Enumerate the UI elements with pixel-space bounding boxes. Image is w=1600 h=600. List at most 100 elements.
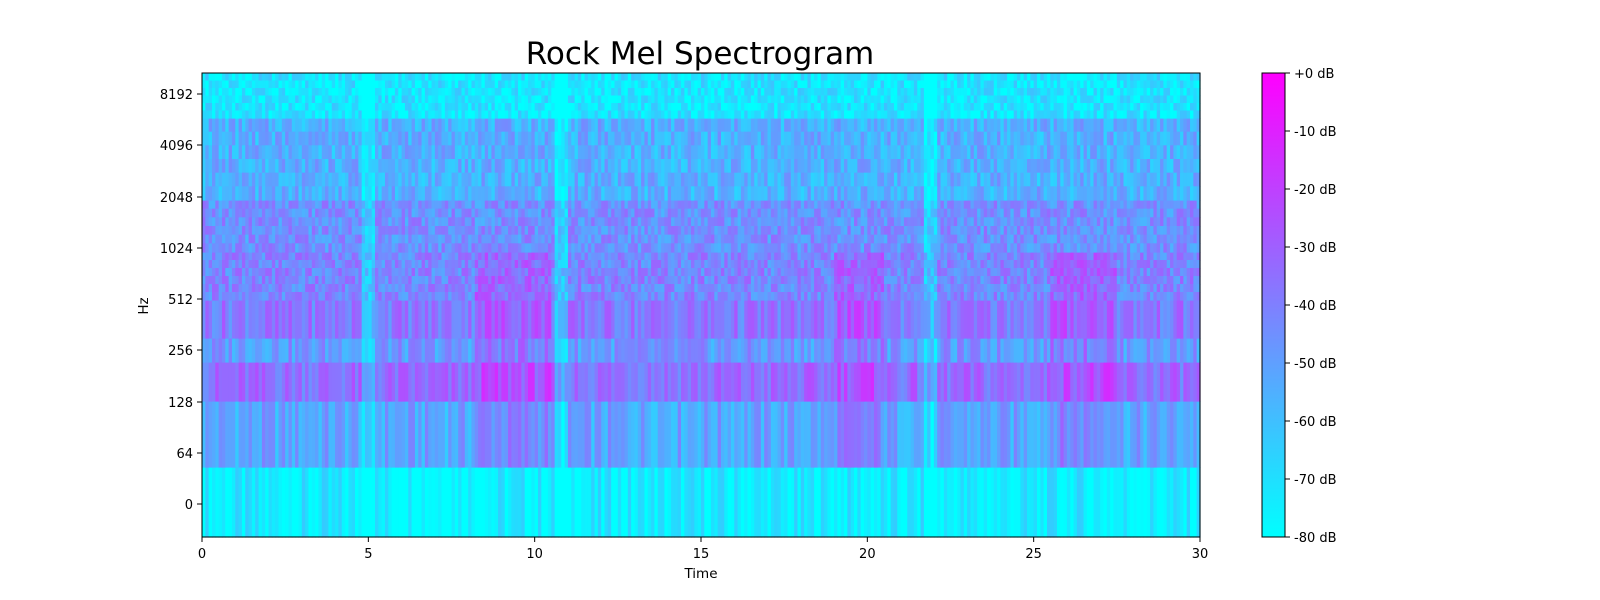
spectrogram-cell (963, 284, 968, 293)
spectrogram-cell (554, 338, 559, 363)
spectrogram-cell (797, 243, 802, 253)
spectrogram-cell (631, 260, 636, 269)
spectrogram-cell (381, 208, 386, 218)
spectrogram-cell (1113, 268, 1118, 277)
spectrogram-cell (404, 292, 409, 301)
spectrogram-cell (494, 217, 499, 227)
spectrogram-cell (1000, 300, 1005, 339)
spectrogram-cell (265, 338, 270, 363)
spectrogram-cell (1140, 234, 1145, 244)
spectrogram-cell (864, 292, 868, 301)
spectrogram-cell (707, 467, 712, 538)
spectrogram-cell (1027, 268, 1031, 277)
spectrogram-cell (757, 234, 762, 244)
spectrogram-cell (714, 243, 719, 253)
spectrogram-cell (215, 234, 220, 244)
spectrogram-cell (544, 467, 549, 538)
spectrogram-cell (867, 208, 872, 218)
spectrogram-cell (847, 268, 852, 277)
spectrogram-cell (1130, 208, 1135, 218)
spectrogram-cell (241, 292, 246, 301)
spectrogram-cell (567, 268, 572, 277)
spectrogram-cell (1076, 401, 1081, 468)
spectrogram-cell (681, 300, 685, 339)
spectrogram-cell (900, 268, 905, 277)
spectrogram-cell (1180, 268, 1184, 277)
spectrogram-cell (331, 467, 336, 538)
spectrogram-cell (265, 217, 270, 227)
spectrogram-cell (587, 226, 592, 236)
spectrogram-cell (202, 300, 206, 339)
spectrogram-cell (271, 217, 276, 227)
spectrogram-cell (1166, 467, 1171, 538)
spectrogram-cell (607, 208, 612, 218)
spectrogram-cell (973, 260, 978, 269)
spectrogram-cell (1153, 268, 1158, 277)
spectrogram-cell (957, 200, 962, 210)
spectrogram-cell (697, 243, 702, 253)
spectrogram-cell (694, 284, 699, 293)
spectrogram-cell (1150, 208, 1155, 218)
spectrogram-cell (840, 467, 845, 538)
spectrogram-cell (231, 300, 236, 339)
spectrogram-cell (488, 217, 493, 227)
spectrogram-cell (1050, 260, 1055, 269)
spectrogram-cell (541, 260, 546, 269)
spectrogram-cell (667, 467, 672, 538)
spectrogram-cell (1060, 467, 1065, 538)
spectrogram-cell (647, 243, 652, 253)
spectrogram-cell (734, 252, 739, 261)
spectrogram-cell (860, 208, 865, 218)
spectrogram-cell (774, 217, 779, 227)
spectrogram-cell (1033, 200, 1038, 210)
spectrogram-cell (381, 467, 386, 538)
spectrogram-cell (541, 268, 546, 277)
spectrogram-cell (441, 362, 446, 402)
spectrogram-cell (414, 338, 419, 363)
spectrogram-cell (930, 276, 935, 285)
spectrogram-cell (747, 284, 752, 293)
spectrogram-cell (1050, 200, 1055, 210)
spectrogram-cell (408, 234, 413, 244)
spectrogram-cell (315, 276, 320, 285)
spectrogram-cell (288, 243, 293, 253)
spectrogram-cell (261, 292, 266, 301)
spectrogram-cell (215, 284, 220, 293)
spectrogram-cell (983, 467, 988, 538)
spectrogram-cell (498, 292, 502, 301)
spectrogram-cell (1030, 208, 1035, 218)
spectrogram-cell (824, 401, 829, 468)
spectrogram-cell (571, 276, 576, 285)
spectrogram-cell (315, 284, 320, 293)
spectrogram-cell (910, 338, 915, 363)
spectrogram-cell (468, 200, 473, 210)
spectrogram-cell (611, 362, 616, 402)
spectrogram-cell (687, 362, 692, 402)
spectrogram-cell (787, 276, 792, 285)
spectrogram-cell (265, 276, 270, 285)
spectrogram-cell (701, 292, 705, 301)
spectrogram-cell (584, 217, 589, 227)
spectrogram-cell (1003, 226, 1008, 236)
spectrogram-cell (205, 401, 210, 468)
spectrogram-cell (534, 467, 539, 538)
spectrogram-cell (378, 401, 383, 468)
spectrogram-cell (980, 226, 985, 236)
spectrogram-cell (325, 300, 330, 339)
spectrogram-cell (448, 276, 453, 285)
spectrogram-cell (1040, 362, 1045, 402)
spectrogram-cell (228, 284, 233, 293)
spectrogram-cell (251, 252, 256, 261)
spectrogram-cell (371, 300, 376, 339)
spectrogram-cell (305, 260, 310, 269)
spectrogram-cell (268, 401, 273, 468)
spectrogram-cell (1003, 300, 1008, 339)
spectrogram-cell (950, 226, 955, 236)
spectrogram-cell (963, 234, 968, 244)
spectrogram-cell (767, 401, 772, 468)
spectrogram-cell (873, 362, 878, 402)
spectrogram-cell (374, 252, 379, 261)
spectrogram-cell (444, 252, 449, 261)
spectrogram-cell (664, 208, 669, 218)
spectrogram-cell (594, 217, 599, 227)
